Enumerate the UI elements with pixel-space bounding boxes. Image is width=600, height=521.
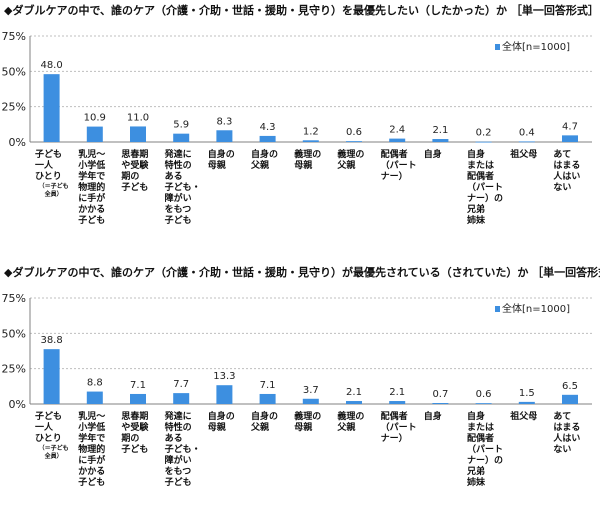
bar (86, 391, 103, 404)
data-label: 7.7 (173, 379, 189, 390)
bar (173, 133, 190, 142)
bar (43, 74, 60, 142)
bar (130, 126, 146, 142)
data-label: 0.6 (476, 389, 492, 400)
data-label: 5.9 (173, 120, 189, 131)
chart-priority-desired: ◆ダブルケアの中で、誰のケア（介護・介助・世話・援助・見守り）を最優先したい（し… (0, 0, 600, 258)
bar (389, 401, 406, 404)
bar (432, 139, 449, 142)
bar (562, 394, 578, 404)
x-category-label: 自身の 父親 (251, 412, 279, 433)
y-tick-label: 25% (2, 101, 26, 114)
y-tick-label: 25% (2, 363, 26, 376)
x-category-label: あて はまる 人はい ない (553, 150, 581, 193)
bar (173, 393, 190, 404)
data-label: 1.5 (519, 388, 535, 399)
y-tick-label: 0% (9, 136, 26, 149)
bar (43, 349, 60, 404)
category-note: （＝子ども 全員） (38, 445, 69, 460)
x-category-label: 自身 または 配偶者 （パート ナー）の 兄弟 姉妹 (467, 412, 504, 488)
bar (216, 130, 233, 142)
data-label: 13.3 (213, 371, 235, 382)
bar (562, 135, 578, 142)
x-category-label: 自身の 母親 (207, 150, 235, 171)
data-label: 2.1 (432, 125, 448, 136)
x-category-label: 祖父母 (510, 150, 538, 160)
x-category-label: 祖父母 (510, 412, 538, 422)
x-category-label: 自身 (423, 412, 442, 422)
y-tick-label: 75% (2, 292, 26, 305)
data-label: 6.5 (562, 381, 578, 392)
data-label: 7.1 (130, 380, 146, 391)
x-category-label: 発達に 特性の ある 子ども・ 障がい をもつ 子ども (164, 150, 201, 226)
x-category-label: 義理の 母親 (294, 412, 322, 433)
data-label: 2.1 (389, 387, 405, 398)
chart-title: ◆ダブルケアの中で、誰のケア（介護・介助・世話・援助・見守り）が最優先されている… (4, 266, 600, 279)
x-category-label: 配偶者 （パート ナー） (380, 150, 417, 182)
x-category-label: 自身 (423, 150, 442, 160)
legend-swatch (495, 306, 500, 312)
data-label: 2.1 (346, 387, 362, 398)
x-category-label: 発達に 特性の ある 子ども・ 障がい をもつ 子ども (164, 412, 201, 488)
data-label: 1.2 (303, 126, 319, 137)
data-label: 2.4 (389, 125, 405, 136)
data-label: 11.0 (127, 112, 149, 123)
x-category-label: 自身の 母親 (207, 412, 235, 433)
x-category-label: 乳児～ 小学低 学年で 物理的 に手が かかる 子ども (78, 150, 106, 226)
y-tick-label: 75% (2, 30, 26, 43)
x-category-label: 子ども 一人 ひとり （＝子ども 全員） (35, 412, 72, 461)
data-label: 0.7 (432, 389, 448, 400)
x-category-label: 乳児～ 小学低 学年で 物理的 に手が かかる 子ども (78, 412, 106, 488)
legend-label: 全体[n=1000] (502, 40, 570, 53)
data-label: 0.4 (519, 127, 535, 138)
bar (475, 141, 492, 143)
data-label: 8.8 (87, 378, 103, 389)
x-category-label: あて はまる 人はい ない (553, 412, 581, 455)
legend-label: 全体[n=1000] (502, 302, 570, 315)
category-note: （＝子ども 全員） (38, 183, 69, 198)
bar (346, 141, 362, 142)
bar (389, 138, 406, 142)
plot-area: 75% 50% 25% 0% 38.8 8.8 7.1 7.7 13.3 7.1 3.7 2.1 2.1… (2, 292, 592, 411)
chart-title: ◆ダブルケアの中で、誰のケア（介護・介助・世話・援助・見守り）を最優先したい（し… (4, 4, 599, 17)
x-category-label: 思春期 や受験 期の 子ども (121, 412, 149, 455)
data-label: 0.2 (476, 128, 492, 139)
bar (302, 140, 319, 142)
x-category-label: 配偶者 （パート ナー） (380, 412, 417, 444)
data-label: 7.1 (260, 380, 276, 391)
x-category-label: 子ども 一人 ひとり （＝子ども 全員） (35, 150, 72, 199)
bar (475, 403, 492, 404)
data-label: 0.6 (346, 127, 362, 138)
bar (302, 398, 319, 404)
data-label: 38.8 (40, 335, 62, 346)
x-category-label: 義理の 母親 (294, 150, 322, 171)
bar (346, 401, 362, 404)
y-tick-label: 50% (2, 65, 26, 78)
bar (432, 403, 449, 404)
data-label: 8.3 (216, 116, 232, 127)
legend-swatch (495, 44, 500, 50)
bar (216, 385, 233, 404)
x-category-label: 思春期 や受験 期の 子ども (121, 150, 149, 193)
bar (259, 135, 276, 142)
bar (259, 393, 276, 404)
data-label: 48.0 (40, 60, 62, 71)
x-category-label: 自身の 父親 (251, 150, 279, 171)
y-tick-label: 50% (2, 327, 26, 340)
bar (86, 126, 103, 142)
x-category-label: 義理の 父親 (337, 412, 365, 433)
data-label: 10.9 (84, 113, 106, 124)
data-label: 4.3 (260, 122, 276, 133)
x-category-label: 義理の 父親 (337, 150, 365, 171)
data-label: 4.7 (562, 121, 578, 132)
bar (518, 141, 535, 143)
x-category-label: 自身 または 配偶者 （パート ナー）の 兄弟 姉妹 (467, 150, 504, 226)
bar (518, 401, 535, 404)
plot-area: 75% 50% 25% 0% 48.0 10.9 11.0 5.9 8.3 4.3 1.2 0.6 2.… (2, 30, 592, 149)
bar (130, 393, 146, 404)
y-tick-label: 0% (9, 398, 26, 411)
chart-priority-actual: ◆ダブルケアの中で、誰のケア（介護・介助・世話・援助・見守り）が最優先されている… (0, 262, 600, 521)
data-label: 3.7 (303, 385, 319, 396)
